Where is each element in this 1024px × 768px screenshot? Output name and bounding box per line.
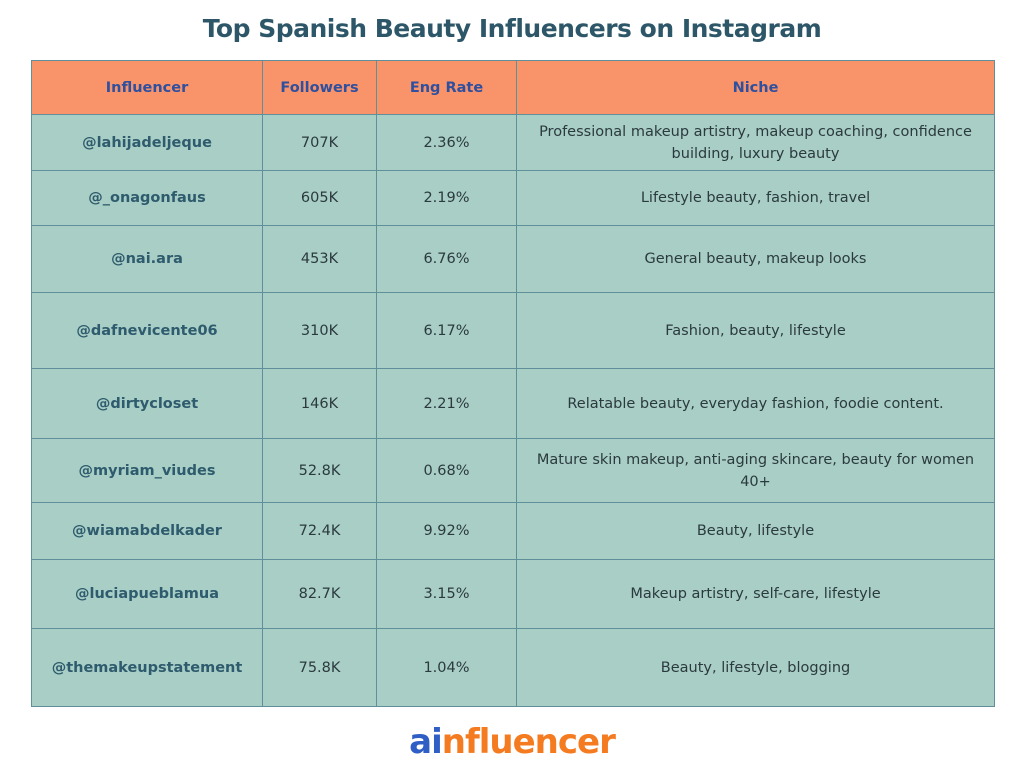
table-cell: Beauty, lifestyle bbox=[516, 502, 995, 560]
header-row: Influencer Followers Eng Rate Niche bbox=[31, 60, 995, 115]
table-row: @themakeupstatement 75.8K 1.04% Beauty, lif… bbox=[31, 628, 995, 707]
table-cell: Lifestyle beauty, fashion, travel bbox=[516, 170, 995, 226]
table-row: @dirtycloset 146K 2.21% Relatable beauty, e… bbox=[31, 368, 995, 439]
table-cell: 707K bbox=[262, 114, 377, 171]
column-header: Influencer bbox=[31, 60, 263, 115]
table-cell: 6.76% bbox=[376, 225, 517, 293]
table-cell: @themakeupstatement bbox=[31, 628, 263, 707]
table-cell: @nai.ara bbox=[31, 225, 263, 293]
column-header: Eng Rate bbox=[376, 60, 517, 115]
table-row: @lahijadeljeque 707K 2.36% Professional mak… bbox=[31, 114, 995, 171]
table-cell: 2.21% bbox=[376, 368, 517, 439]
table-row: @myriam_viudes 52.8K 0.68% Mature skin make… bbox=[31, 438, 995, 503]
table-cell: 2.36% bbox=[376, 114, 517, 171]
table-cell: 1.04% bbox=[376, 628, 517, 707]
table-cell: 52.8K bbox=[262, 438, 377, 503]
column-header: Followers bbox=[262, 60, 377, 115]
table-cell: Professional makeup artistry, makeup coa… bbox=[516, 114, 995, 171]
table-cell: Mature skin makeup, anti-aging skincare,… bbox=[516, 438, 995, 503]
table-cell: @luciapueblamua bbox=[31, 559, 263, 629]
table-cell: Fashion, beauty, lifestyle bbox=[516, 292, 995, 369]
table-cell: Beauty, lifestyle, blogging bbox=[516, 628, 995, 707]
table-row: @luciapueblamua 82.7K 3.15% Makeup artistry… bbox=[31, 559, 995, 629]
table-cell: @_onagonfaus bbox=[31, 170, 263, 226]
table-row: @nai.ara 453K 6.76% General beauty, makeup … bbox=[31, 225, 995, 293]
table-cell: @lahijadeljeque bbox=[31, 114, 263, 171]
table-cell: Makeup artistry, self-care, lifestyle bbox=[516, 559, 995, 629]
table-cell: 75.8K bbox=[262, 628, 377, 707]
table-cell: 9.92% bbox=[376, 502, 517, 560]
table-cell: 72.4K bbox=[262, 502, 377, 560]
table-row: @_onagonfaus 605K 2.19% Lifestyle beauty, f… bbox=[31, 170, 995, 226]
logo-part: ai bbox=[409, 722, 443, 762]
table-cell: Relatable beauty, everyday fashion, food… bbox=[516, 368, 995, 439]
table-cell: 2.19% bbox=[376, 170, 517, 226]
table-cell: 146K bbox=[262, 368, 377, 439]
table-cell: General beauty, makeup looks bbox=[516, 225, 995, 293]
table-cell: 6.17% bbox=[376, 292, 517, 369]
logo-part: nfluencer bbox=[441, 722, 616, 762]
table-cell: 3.15% bbox=[376, 559, 517, 629]
table-cell: 453K bbox=[262, 225, 377, 293]
table-cell: @dirtycloset bbox=[31, 368, 263, 439]
table-cell: 310K bbox=[262, 292, 377, 369]
table-body: @lahijadeljeque 707K 2.36% Professional mak… bbox=[31, 114, 995, 707]
table-cell: 605K bbox=[262, 170, 377, 226]
table: Influencer Followers Eng Rate Niche @lahija… bbox=[31, 60, 995, 707]
logo: ainfluencer bbox=[0, 722, 1024, 762]
column-header: Niche bbox=[516, 60, 995, 115]
table-cell: @myriam_viudes bbox=[31, 438, 263, 503]
table-row: @dafnevicente06 310K 6.17% Fashion, beauty,… bbox=[31, 292, 995, 369]
table-cell: @dafnevicente06 bbox=[31, 292, 263, 369]
table-row: @wiamabdelkader 72.4K 9.92% Beauty, lifesty… bbox=[31, 502, 995, 560]
table-cell: 0.68% bbox=[376, 438, 517, 503]
title: Top Spanish Beauty Influencers on Instag… bbox=[202, 14, 822, 43]
table-cell: 82.7K bbox=[262, 559, 377, 629]
table-cell: @wiamabdelkader bbox=[31, 502, 263, 560]
